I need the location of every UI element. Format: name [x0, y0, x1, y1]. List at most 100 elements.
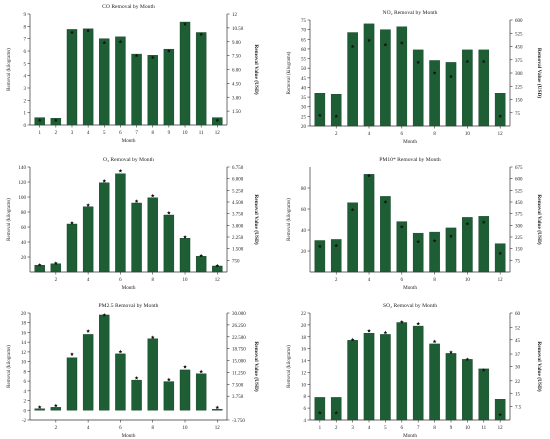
x-tick-label: 9: [168, 131, 171, 136]
value-marker-month-5: [383, 330, 388, 335]
y-right-tick-label: 9.00: [232, 41, 241, 46]
value-marker-month-7: [134, 375, 139, 380]
x-tick-label: 12: [215, 278, 221, 283]
y-tick-label: 80: [21, 211, 27, 216]
bar-month-7: [412, 49, 424, 127]
value-marker-month-1: [317, 244, 322, 248]
chart-panel-2: NO₂ Removal by Month20253035404550556065…: [287, 10, 543, 145]
bar-month-8: [429, 343, 440, 421]
y-tick-label: 4: [304, 419, 307, 424]
chart-panel-5: PM2.5 Removal by Month -2 0 2 4 6 8 10 12 14 16 18 2…: [7, 303, 260, 439]
bar-month-8: [429, 231, 440, 273]
x-tick-label: 3: [351, 426, 354, 431]
x-axis-label: Month: [122, 433, 136, 439]
x-tick-label: 3: [71, 131, 74, 136]
y-right-axis-label: Removal Value (USD): [253, 194, 260, 245]
y-tick-label: 55: [301, 58, 307, 63]
y-right-tick-label: 4.50: [232, 82, 241, 87]
y-tick-label: 8: [24, 25, 27, 30]
y-tick-label: 40: [301, 86, 307, 91]
x-tick-label: 1: [38, 131, 41, 136]
y-tick-label: 9: [24, 13, 27, 18]
chart-panel-6: SO₂ Removal by Month468101214161820227.5…: [287, 303, 543, 439]
value-marker-month-7: [134, 199, 139, 203]
bar-month-4: [363, 174, 375, 273]
bar-month-12: [212, 265, 223, 273]
value-marker-month-12: [215, 405, 220, 410]
y-tick-label: 2: [24, 99, 27, 104]
y-right-tick-label: -3.750: [232, 419, 245, 424]
y-tick-label: 45: [301, 77, 307, 82]
value-marker-month-6: [399, 40, 404, 45]
x-tick-label: 8: [151, 426, 154, 431]
value-marker-month-9: [449, 350, 453, 354]
y-tick-label: 20: [301, 125, 307, 130]
x-tick-label: 4: [87, 278, 90, 283]
y-right-tick-label: 600: [515, 19, 523, 24]
value-marker-month-9: [449, 74, 453, 79]
x-axis-label: Month: [403, 433, 417, 439]
y-right-axis-label: Removal Value (USD): [253, 44, 260, 95]
y-right-tick-label: 15: [515, 392, 521, 397]
y-right-tick-label: 22.500: [232, 336, 246, 341]
bar-month-7: [412, 325, 424, 421]
y-tick-label: 20: [301, 324, 307, 329]
bar-month-10: [462, 359, 473, 421]
bar-month-5: [99, 182, 110, 273]
x-tick-label: 10: [465, 132, 471, 137]
bar-month-12: [494, 93, 506, 127]
y-right-tick-label: 7.50: [232, 55, 241, 60]
y-right-tick-label: 675: [515, 166, 523, 171]
x-tick-label: 5: [103, 131, 106, 136]
y-tick-label: 6: [24, 50, 27, 55]
y-right-tick-label: 5.250: [232, 189, 244, 194]
x-tick-label: 1: [319, 426, 322, 431]
y-right-tick-label: 6.000: [232, 178, 244, 183]
y-tick-label: 0: [24, 409, 27, 414]
bar-month-4: [363, 333, 375, 421]
y-tick-label: 6: [304, 407, 307, 412]
y-right-tick-label: 18.750: [232, 348, 246, 353]
y-tick-label: 20: [21, 256, 27, 261]
bar-month-12: [212, 409, 223, 411]
value-marker-month-7: [134, 53, 139, 58]
value-marker-month-10: [183, 235, 187, 239]
value-marker-month-1: [37, 263, 42, 267]
value-marker-month-9: [166, 49, 171, 53]
y-tick-label: 40: [21, 241, 27, 246]
y-right-tick-label: 7.500: [232, 383, 244, 388]
bar-month-3: [347, 32, 358, 127]
x-tick-label: 4: [368, 132, 371, 137]
value-marker-month-4: [86, 203, 91, 207]
y-tick-label: 25: [301, 115, 307, 120]
y-right-tick-label: 6.00: [232, 69, 241, 74]
value-marker-month-2: [334, 410, 339, 415]
bar-month-4: [82, 206, 94, 273]
value-marker-month-11: [481, 220, 486, 224]
x-tick-label: 12: [498, 278, 504, 283]
y-tick-label: 8: [304, 395, 307, 400]
value-marker-month-5: [102, 179, 107, 183]
x-tick-label: 8: [151, 131, 154, 136]
value-marker-month-8: [150, 193, 155, 198]
y-right-tick-label: 225: [515, 85, 523, 90]
x-tick-label: 6: [119, 131, 122, 136]
y-right-tick-label: 1.500: [232, 248, 244, 253]
x-tick-label: 2: [335, 278, 338, 283]
value-marker-month-11: [481, 368, 486, 372]
bar-month-3: [347, 340, 358, 421]
bar-month-2: [50, 263, 62, 273]
y-axis-label: Removal (kilograms): [7, 198, 12, 241]
value-marker-month-6: [118, 39, 123, 44]
y-tick-label: 75: [301, 19, 307, 24]
bar-month-5: [99, 38, 110, 126]
bar-month-2: [330, 397, 342, 421]
x-tick-label: 7: [417, 426, 420, 431]
bar-month-10: [462, 217, 473, 273]
y-right-tick-label: 26.250: [232, 324, 246, 329]
bar-month-8: [147, 338, 158, 411]
bar-month-7: [131, 53, 142, 126]
bar-month-1: [314, 397, 326, 421]
bar-month-11: [478, 368, 490, 421]
